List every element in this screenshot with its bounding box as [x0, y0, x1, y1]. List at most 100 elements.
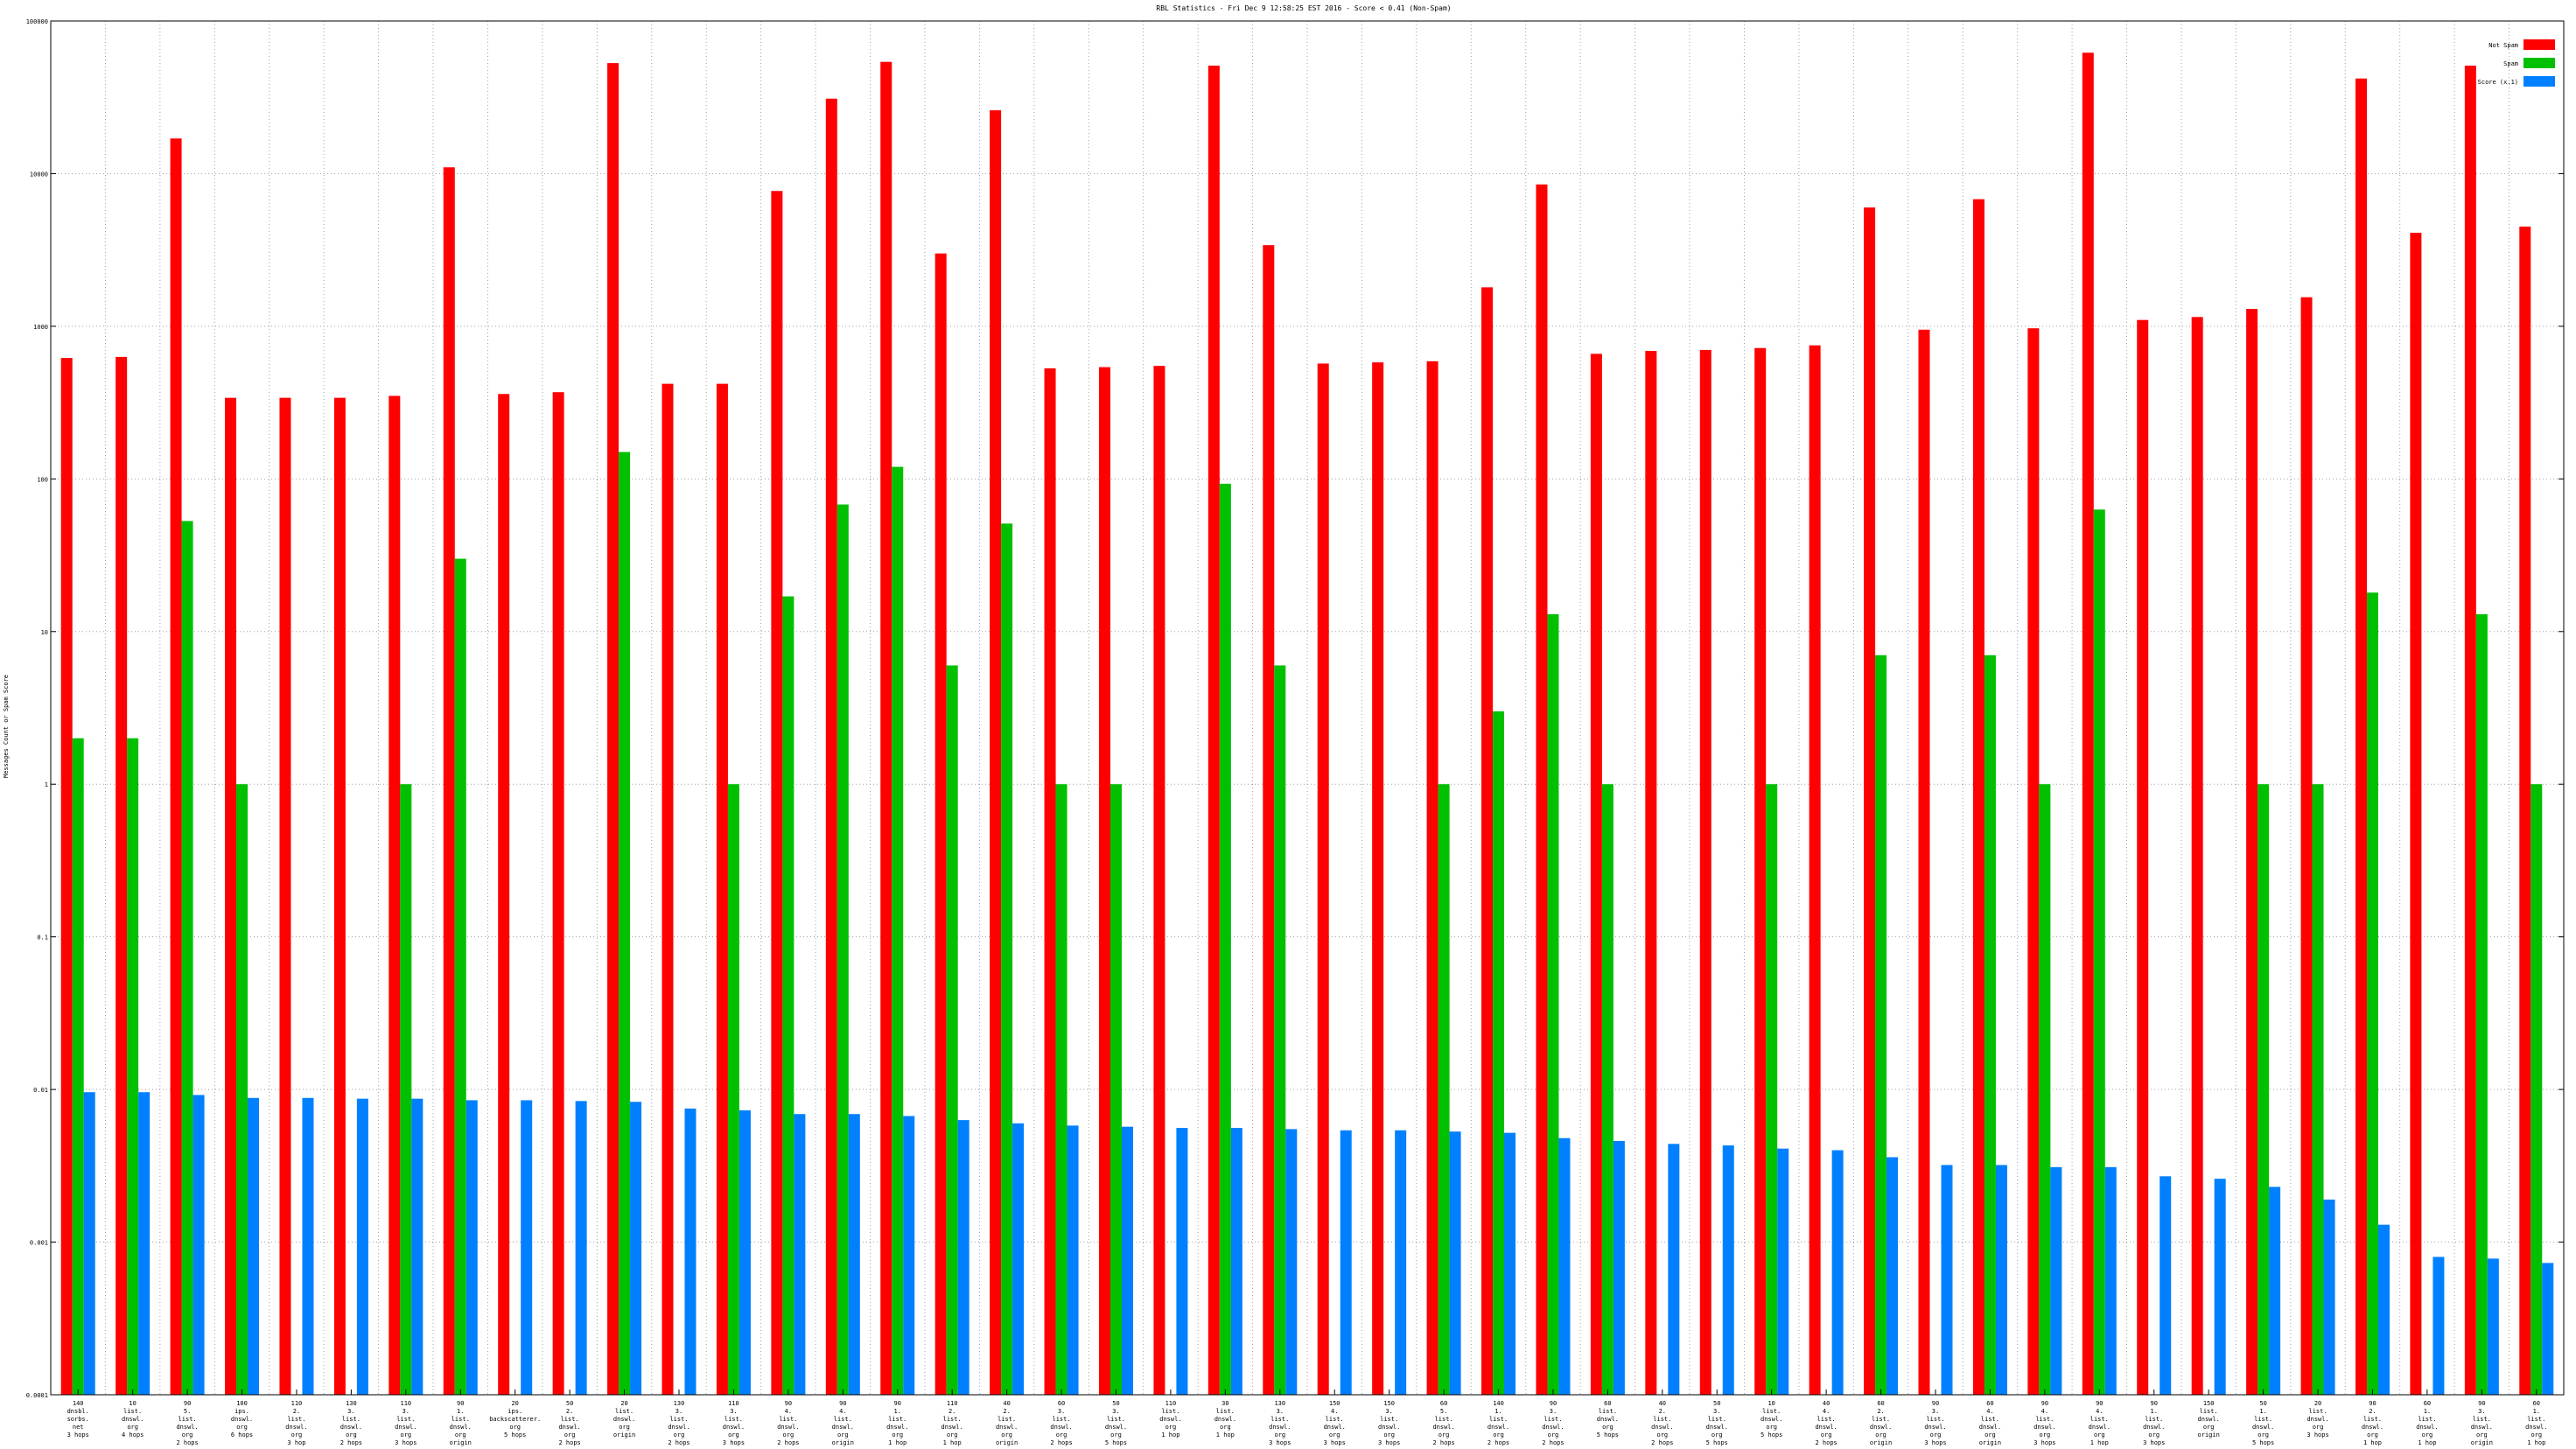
bar-spam [782, 596, 794, 1395]
x-category-label: 90 4. list. dnswl. org 1 hop [2089, 1400, 2110, 1446]
bar-not-spam [2410, 232, 2422, 1395]
bar-not-spam [443, 167, 455, 1395]
bar-score-x-1 [138, 1092, 150, 1395]
bar-spam [1875, 654, 1887, 1395]
bar-score-x-1 [2487, 1258, 2499, 1395]
y-tick-label: 1 [45, 781, 48, 788]
legend-swatch [2524, 76, 2555, 87]
bar-score-x-1 [1395, 1130, 1407, 1395]
bar-spam [1547, 613, 1559, 1395]
y-tick-label: 100 [37, 476, 48, 483]
x-category-label: 40 2. list. dnswl. org 2 hops [1651, 1400, 1673, 1446]
bar-not-spam [716, 383, 728, 1395]
legend: Not Spam Spam Score (x.1) [2478, 39, 2555, 87]
bar-not-spam [2082, 52, 2094, 1396]
bar-spam [2093, 509, 2105, 1395]
bar-not-spam [607, 63, 620, 1396]
bar-score-x-1 [2323, 1199, 2335, 1395]
bar-spam [1601, 784, 1614, 1395]
bar-spam [727, 784, 739, 1395]
bar-not-spam [2137, 319, 2149, 1395]
bar-score-x-1 [2432, 1256, 2445, 1395]
bar-not-spam [2246, 309, 2258, 1396]
bar-spam [236, 784, 248, 1395]
bar-score-x-1 [1340, 1130, 1352, 1395]
bar-spam [2475, 613, 2488, 1395]
bar-score-x-1 [957, 1120, 970, 1395]
bar-spam [127, 738, 139, 1395]
bar-not-spam [1372, 362, 1384, 1395]
bar-score-x-1 [1285, 1129, 1298, 1395]
x-category-label: 40 2. list. dnswl. org origin [996, 1400, 1018, 1446]
bar-score-x-1 [2160, 1176, 2172, 1395]
x-category-label: 90 4. list. dnswl. org origin [832, 1400, 854, 1446]
y-tick-label: 0.001 [30, 1240, 48, 1247]
x-category-label: 60 3. list. dnswl. org 2 hops [1050, 1400, 1072, 1446]
legend-label: Not Spam [2488, 42, 2518, 49]
y-tick-label: 100000 [26, 18, 48, 25]
bar-score-x-1 [1722, 1145, 1734, 1395]
bar-not-spam [2464, 66, 2476, 1396]
x-category-label: 150 3. list. dnswl. org 3 hops [1378, 1400, 1400, 1446]
bar-spam [1055, 784, 1068, 1395]
bar-not-spam [1044, 368, 1056, 1395]
bar-score-x-1 [738, 1110, 751, 1395]
chart-title: RBL Statistics - Fri Dec 9 12:58:25 EST … [1156, 4, 1451, 12]
bar-not-spam [1426, 360, 1438, 1395]
x-category-label: 130 3. list. dnswl. org 3 hops [1269, 1400, 1291, 1446]
x-category-label: 20 ips. backscatterer. org 5 hops [489, 1400, 541, 1438]
bar-score-x-1 [1831, 1150, 1844, 1395]
bar-score-x-1 [2377, 1224, 2390, 1395]
bars [60, 52, 2554, 1396]
bar-not-spam [662, 383, 674, 1395]
bar-score-x-1 [2214, 1179, 2226, 1395]
x-category-label: 20 list. dnswl. org origin [613, 1400, 635, 1438]
bar-spam [619, 452, 631, 1395]
plot-frame [50, 20, 2565, 1396]
bar-spam [2530, 784, 2543, 1395]
bar-score-x-1 [1558, 1138, 1571, 1395]
bar-not-spam [388, 396, 401, 1395]
legend-label: Spam [2503, 60, 2518, 67]
bar-spam [892, 466, 904, 1395]
x-category-label: 20 list. dnswl. org 3 hops [2306, 1400, 2328, 1438]
bar-not-spam [2300, 297, 2313, 1396]
bar-score-x-1 [466, 1100, 478, 1395]
x-category-label: 150 list. dnswl. org origin [2198, 1400, 2220, 1438]
bar-score-x-1 [903, 1116, 915, 1395]
bar-spam [1984, 654, 1996, 1395]
bar-not-spam [225, 397, 237, 1396]
x-category-label: 90 4. list. dnswl. org 2 hops [777, 1400, 799, 1446]
x-category-label: 110 2. list. dnswl. org 3 hop [285, 1400, 307, 1446]
bar-spam [1438, 784, 1450, 1395]
bar-spam [72, 738, 84, 1395]
x-category-label: 90 3. list. dnswl. org 2 hops [1542, 1400, 1564, 1446]
bar-score-x-1 [630, 1102, 642, 1395]
bar-spam [181, 521, 193, 1395]
x-category-label: 60 1. list. dnswl. org 1 hop [2416, 1400, 2438, 1446]
grid-lines [51, 21, 2564, 1395]
x-category-label: 140 dnsbl. sorbs. net 3 hops [67, 1400, 89, 1438]
x-category-label: 90 5. list. dnswl. org 2 hops [176, 1400, 198, 1446]
bar-not-spam [1754, 347, 1767, 1396]
bar-spam [2039, 784, 2051, 1395]
bar-not-spam [2519, 226, 2531, 1396]
x-category-label: 90 3. list. dnswl. org 3 hops [1924, 1400, 1946, 1446]
bar-score-x-1 [848, 1114, 860, 1395]
bar-not-spam [1590, 354, 1602, 1396]
bar-score-x-1 [575, 1101, 587, 1395]
bar-score-x-1 [1230, 1128, 1242, 1395]
bar-not-spam [1317, 363, 1329, 1396]
bar-not-spam [1972, 199, 1984, 1395]
x-category-label: 90 3. list. dnswl. org origin [2471, 1400, 2493, 1446]
bar-spam [1766, 784, 1778, 1395]
x-category-label: 60 1. list. dnswl. org 1 hop [2525, 1400, 2547, 1446]
bar-not-spam [2027, 328, 2040, 1395]
bar-spam [836, 504, 849, 1395]
bar-not-spam [934, 253, 947, 1396]
axes [50, 20, 2565, 1396]
y-tick-label: 1000 [33, 324, 48, 331]
bar-score-x-1 [1121, 1126, 1133, 1395]
bar-score-x-1 [1777, 1148, 1789, 1395]
x-category-label: 100 ips. dnswl. org 6 hops [231, 1400, 253, 1438]
